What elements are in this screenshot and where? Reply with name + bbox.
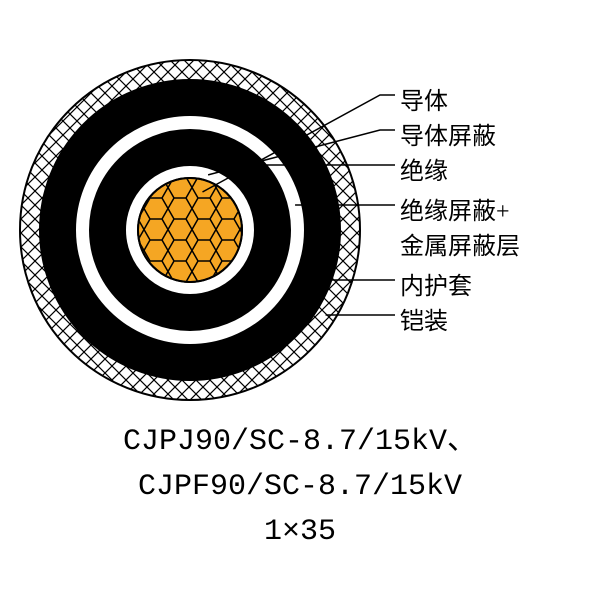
- label-cond_shield: 导体屏蔽: [400, 116, 496, 151]
- label-inner_sheath: 内护套: [400, 266, 472, 301]
- label-insulation: 绝缘: [400, 151, 448, 186]
- caption: CJPJ90/SC-8.7/15kV、 CJPF90/SC-8.7/15kV 1…: [0, 420, 600, 555]
- caption-line-1: CJPJ90/SC-8.7/15kV、: [0, 420, 600, 465]
- label-ins_shield: 绝缘屏蔽+金属屏蔽层: [400, 191, 520, 261]
- caption-line-2: CJPF90/SC-8.7/15kV: [0, 465, 600, 510]
- caption-line-3: 1×35: [0, 510, 600, 555]
- label-armor: 铠装: [400, 301, 448, 336]
- cable-cross-section-diagram: 导体导体屏蔽绝缘绝缘屏蔽+金属屏蔽层内护套铠装: [0, 30, 600, 410]
- label-conductor: 导体: [400, 81, 448, 116]
